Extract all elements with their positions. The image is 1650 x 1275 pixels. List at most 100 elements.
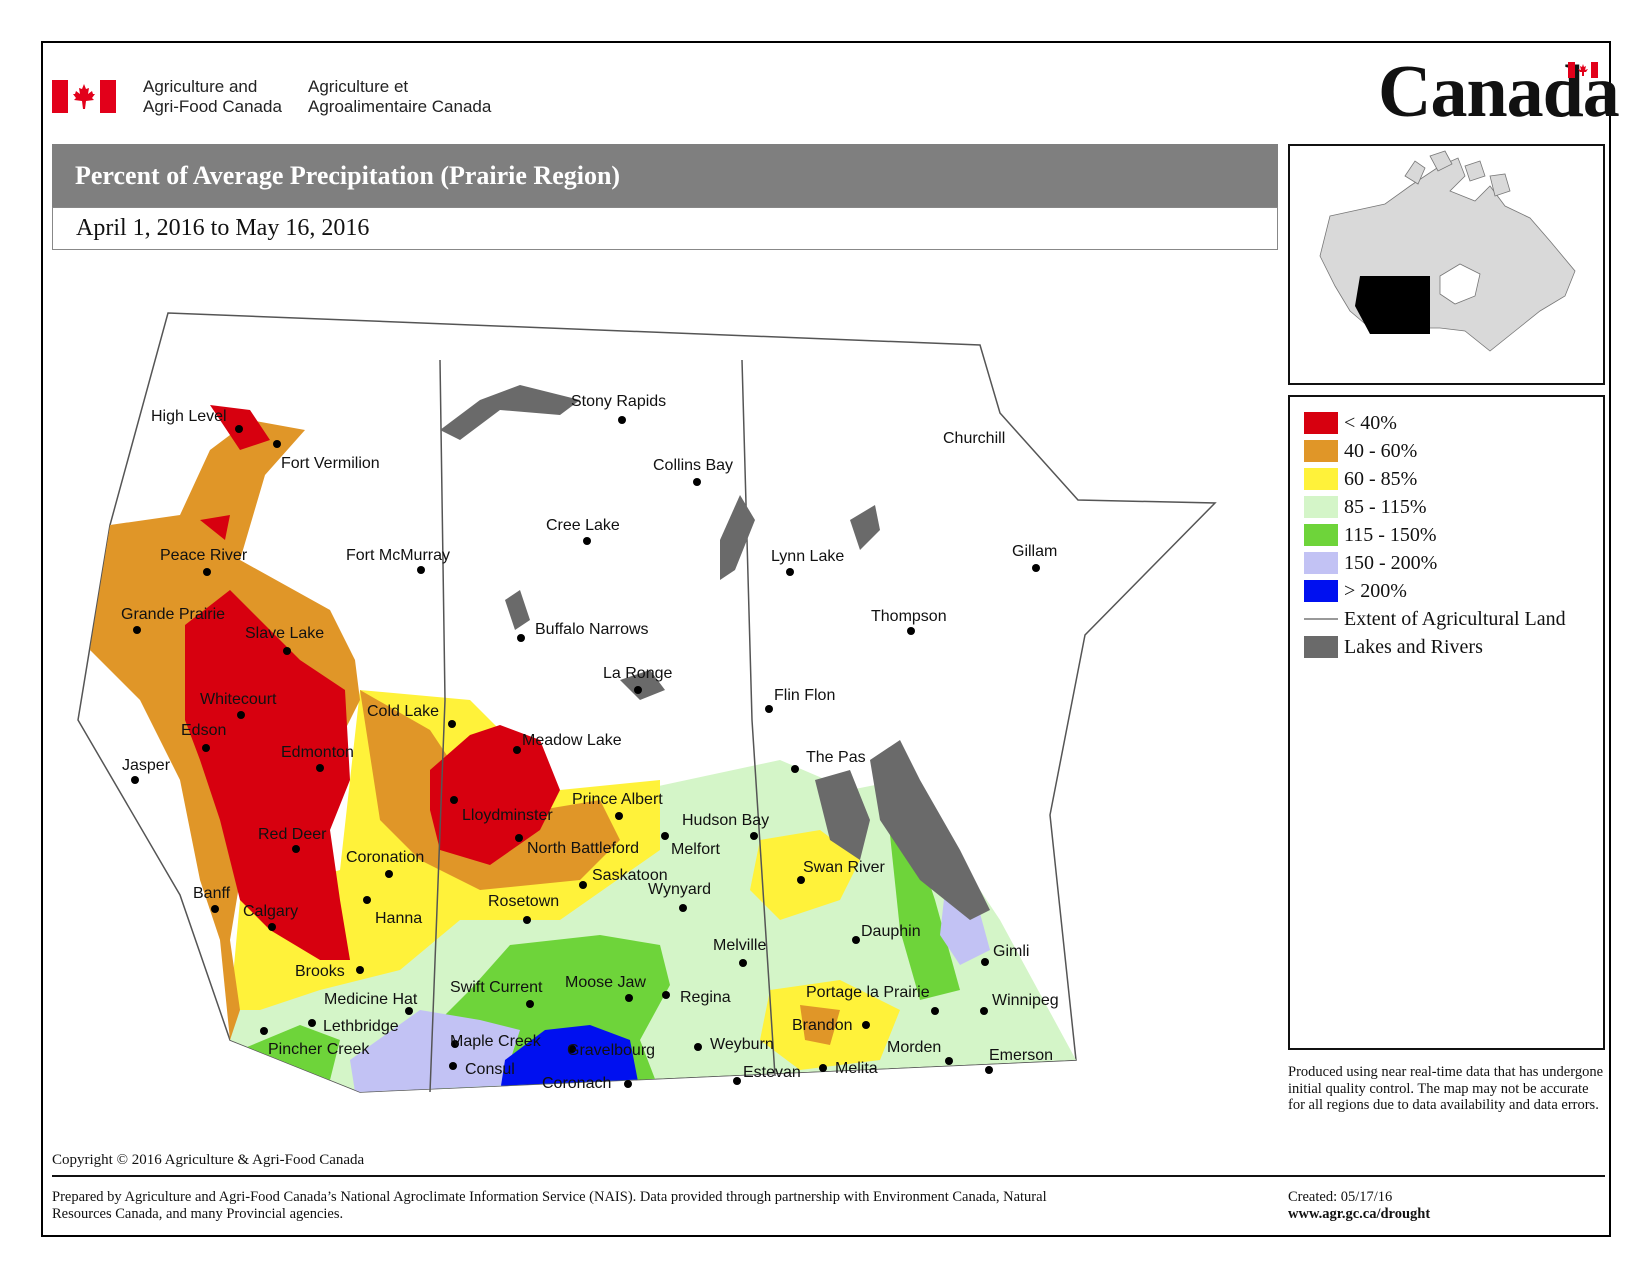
svg-text:Consul: Consul	[465, 1061, 515, 1078]
inset-map	[1288, 144, 1605, 385]
svg-text:Rosetown: Rosetown	[488, 893, 559, 910]
svg-text:Weyburn: Weyburn	[710, 1036, 774, 1053]
svg-text:Portage la Prairie: Portage la Prairie	[806, 984, 930, 1001]
city-markers	[131, 416, 1040, 1088]
legend-swatch	[1304, 468, 1338, 490]
svg-text:Calgary: Calgary	[243, 903, 298, 920]
disclaimer-note: Produced using near real-time data that …	[1288, 1064, 1603, 1113]
region-under-40-north	[200, 405, 270, 540]
svg-text:Fort Vermilion: Fort Vermilion	[281, 455, 380, 472]
svg-text:Fort McMurray: Fort McMurray	[346, 547, 450, 564]
svg-text:Prince Albert: Prince Albert	[572, 791, 663, 808]
svg-text:Jasper: Jasper	[122, 757, 171, 774]
svg-text:Red Deer: Red Deer	[258, 826, 327, 843]
region-150-200	[350, 1010, 520, 1092]
churchill-lake	[505, 590, 530, 630]
department-name-fr: Agriculture et Agroalimentaire Canada	[308, 77, 492, 116]
legend-swatch-line	[1304, 618, 1338, 620]
svg-text:Brandon: Brandon	[792, 1017, 853, 1034]
city-labels: High Level Fort Vermilion Peace River Fo…	[121, 393, 1059, 1092]
svg-text:Melfort: Melfort	[671, 841, 720, 858]
svg-text:Buffalo Narrows: Buffalo Narrows	[535, 621, 649, 638]
svg-text:Gillam: Gillam	[1012, 543, 1057, 560]
svg-text:Flin Flon: Flin Flon	[774, 687, 835, 704]
legend: < 40% 40 - 60% 60 - 85% 85 - 115% 115 - …	[1288, 395, 1605, 1050]
region-60-85-swan	[750, 830, 860, 920]
svg-text:Whitecourt: Whitecourt	[200, 691, 277, 708]
svg-text:Maple Creek: Maple Creek	[450, 1033, 542, 1050]
svg-text:Moose Jaw: Moose Jaw	[565, 974, 646, 991]
prepared-by: Prepared by Agriculture and Agri-Food Ca…	[52, 1189, 1047, 1222]
region-40-60-central	[360, 690, 620, 890]
legend-swatch	[1304, 580, 1338, 602]
svg-text:Regina: Regina	[680, 989, 731, 1006]
svg-text:Slave Lake: Slave Lake	[245, 625, 324, 642]
svg-text:Cold Lake: Cold Lake	[367, 703, 439, 720]
wordmark-flag-icon	[1568, 62, 1598, 78]
reindeer-lake	[720, 495, 755, 580]
svg-text:Coronation: Coronation	[346, 849, 424, 866]
svg-text:Gravelbourg: Gravelbourg	[567, 1042, 655, 1059]
svg-text:Saskatoon: Saskatoon	[592, 867, 668, 884]
svg-text:La Ronge: La Ronge	[603, 665, 672, 682]
svg-text:Meadow Lake: Meadow Lake	[522, 732, 622, 749]
svg-text:Lloydminster: Lloydminster	[462, 807, 553, 824]
region-over-200	[500, 1025, 640, 1092]
svg-text:Collins Bay: Collins Bay	[653, 457, 733, 474]
svg-text:Churchill: Churchill	[943, 430, 1005, 447]
region-under-40-alberta	[185, 590, 350, 960]
created-info: Created: 05/17/16 www.agr.gc.ca/drought	[1288, 1189, 1430, 1223]
ab-sk-border	[429, 359, 446, 1093]
date-range: April 1, 2016 to May 16, 2016	[52, 207, 1278, 250]
lac-la-ronge	[620, 670, 665, 700]
lake-athabasca	[440, 385, 580, 440]
svg-text:Coronach: Coronach	[542, 1075, 611, 1092]
svg-text:Dauphin: Dauphin	[861, 923, 921, 940]
svg-text:Estevan: Estevan	[743, 1064, 801, 1081]
legend-swatch	[1304, 552, 1338, 574]
svg-text:Melita: Melita	[835, 1060, 878, 1077]
department-name-en: Agriculture and Agri-Food Canada	[143, 77, 282, 116]
svg-text:Peace River: Peace River	[160, 547, 248, 564]
copyright: Copyright © 2016 Agriculture & Agri-Food…	[52, 1152, 365, 1168]
svg-text:Swan River: Swan River	[803, 859, 885, 876]
canada-wordmark: Canada	[1378, 51, 1620, 133]
svg-text:High Level: High Level	[151, 408, 227, 425]
svg-text:North Battleford: North Battleford	[527, 840, 639, 857]
created-date: Created: 05/17/16	[1288, 1189, 1393, 1205]
svg-text:Stony Rapids: Stony Rapids	[571, 393, 666, 410]
map-title: Percent of Average Precipitation (Prairi…	[52, 144, 1278, 207]
svg-text:Thompson: Thompson	[871, 608, 947, 625]
svg-text:Swift Current: Swift Current	[450, 979, 543, 996]
svg-text:Wynyard: Wynyard	[648, 881, 711, 898]
legend-swatch	[1304, 496, 1338, 518]
svg-text:Edson: Edson	[181, 722, 226, 739]
svg-text:Lethbridge: Lethbridge	[323, 1018, 399, 1035]
legend-swatch	[1304, 440, 1338, 462]
footer-divider	[52, 1175, 1605, 1177]
svg-text:Medicine Hat: Medicine Hat	[324, 991, 418, 1008]
lake-winnipeg	[870, 740, 990, 920]
svg-text:Lynn Lake: Lynn Lake	[771, 548, 844, 565]
legend-swatch	[1304, 636, 1338, 658]
region-115-150-mb	[890, 835, 960, 1000]
legend-swatch	[1304, 412, 1338, 434]
svg-text:Cree Lake: Cree Lake	[546, 517, 620, 534]
svg-text:Gimli: Gimli	[993, 943, 1029, 960]
legend-swatch	[1304, 524, 1338, 546]
svg-text:Brooks: Brooks	[295, 963, 345, 980]
svg-text:Emerson: Emerson	[989, 1047, 1053, 1064]
svg-text:Grande Prairie: Grande Prairie	[121, 606, 225, 623]
svg-text:The Pas: The Pas	[806, 749, 866, 766]
source-url[interactable]: www.agr.gc.ca/drought	[1288, 1206, 1431, 1222]
sk-mb-border	[741, 359, 776, 1077]
svg-text:Melville: Melville	[713, 937, 766, 954]
svg-text:Edmonton: Edmonton	[281, 744, 354, 761]
southern-indian-lake	[850, 505, 880, 550]
canada-flag-icon	[52, 80, 116, 113]
region-under-40-lloydminster	[430, 725, 560, 865]
lake-winnipegosis	[815, 770, 870, 860]
svg-text:Hudson Bay: Hudson Bay	[682, 812, 769, 829]
svg-text:Banff: Banff	[193, 885, 231, 902]
